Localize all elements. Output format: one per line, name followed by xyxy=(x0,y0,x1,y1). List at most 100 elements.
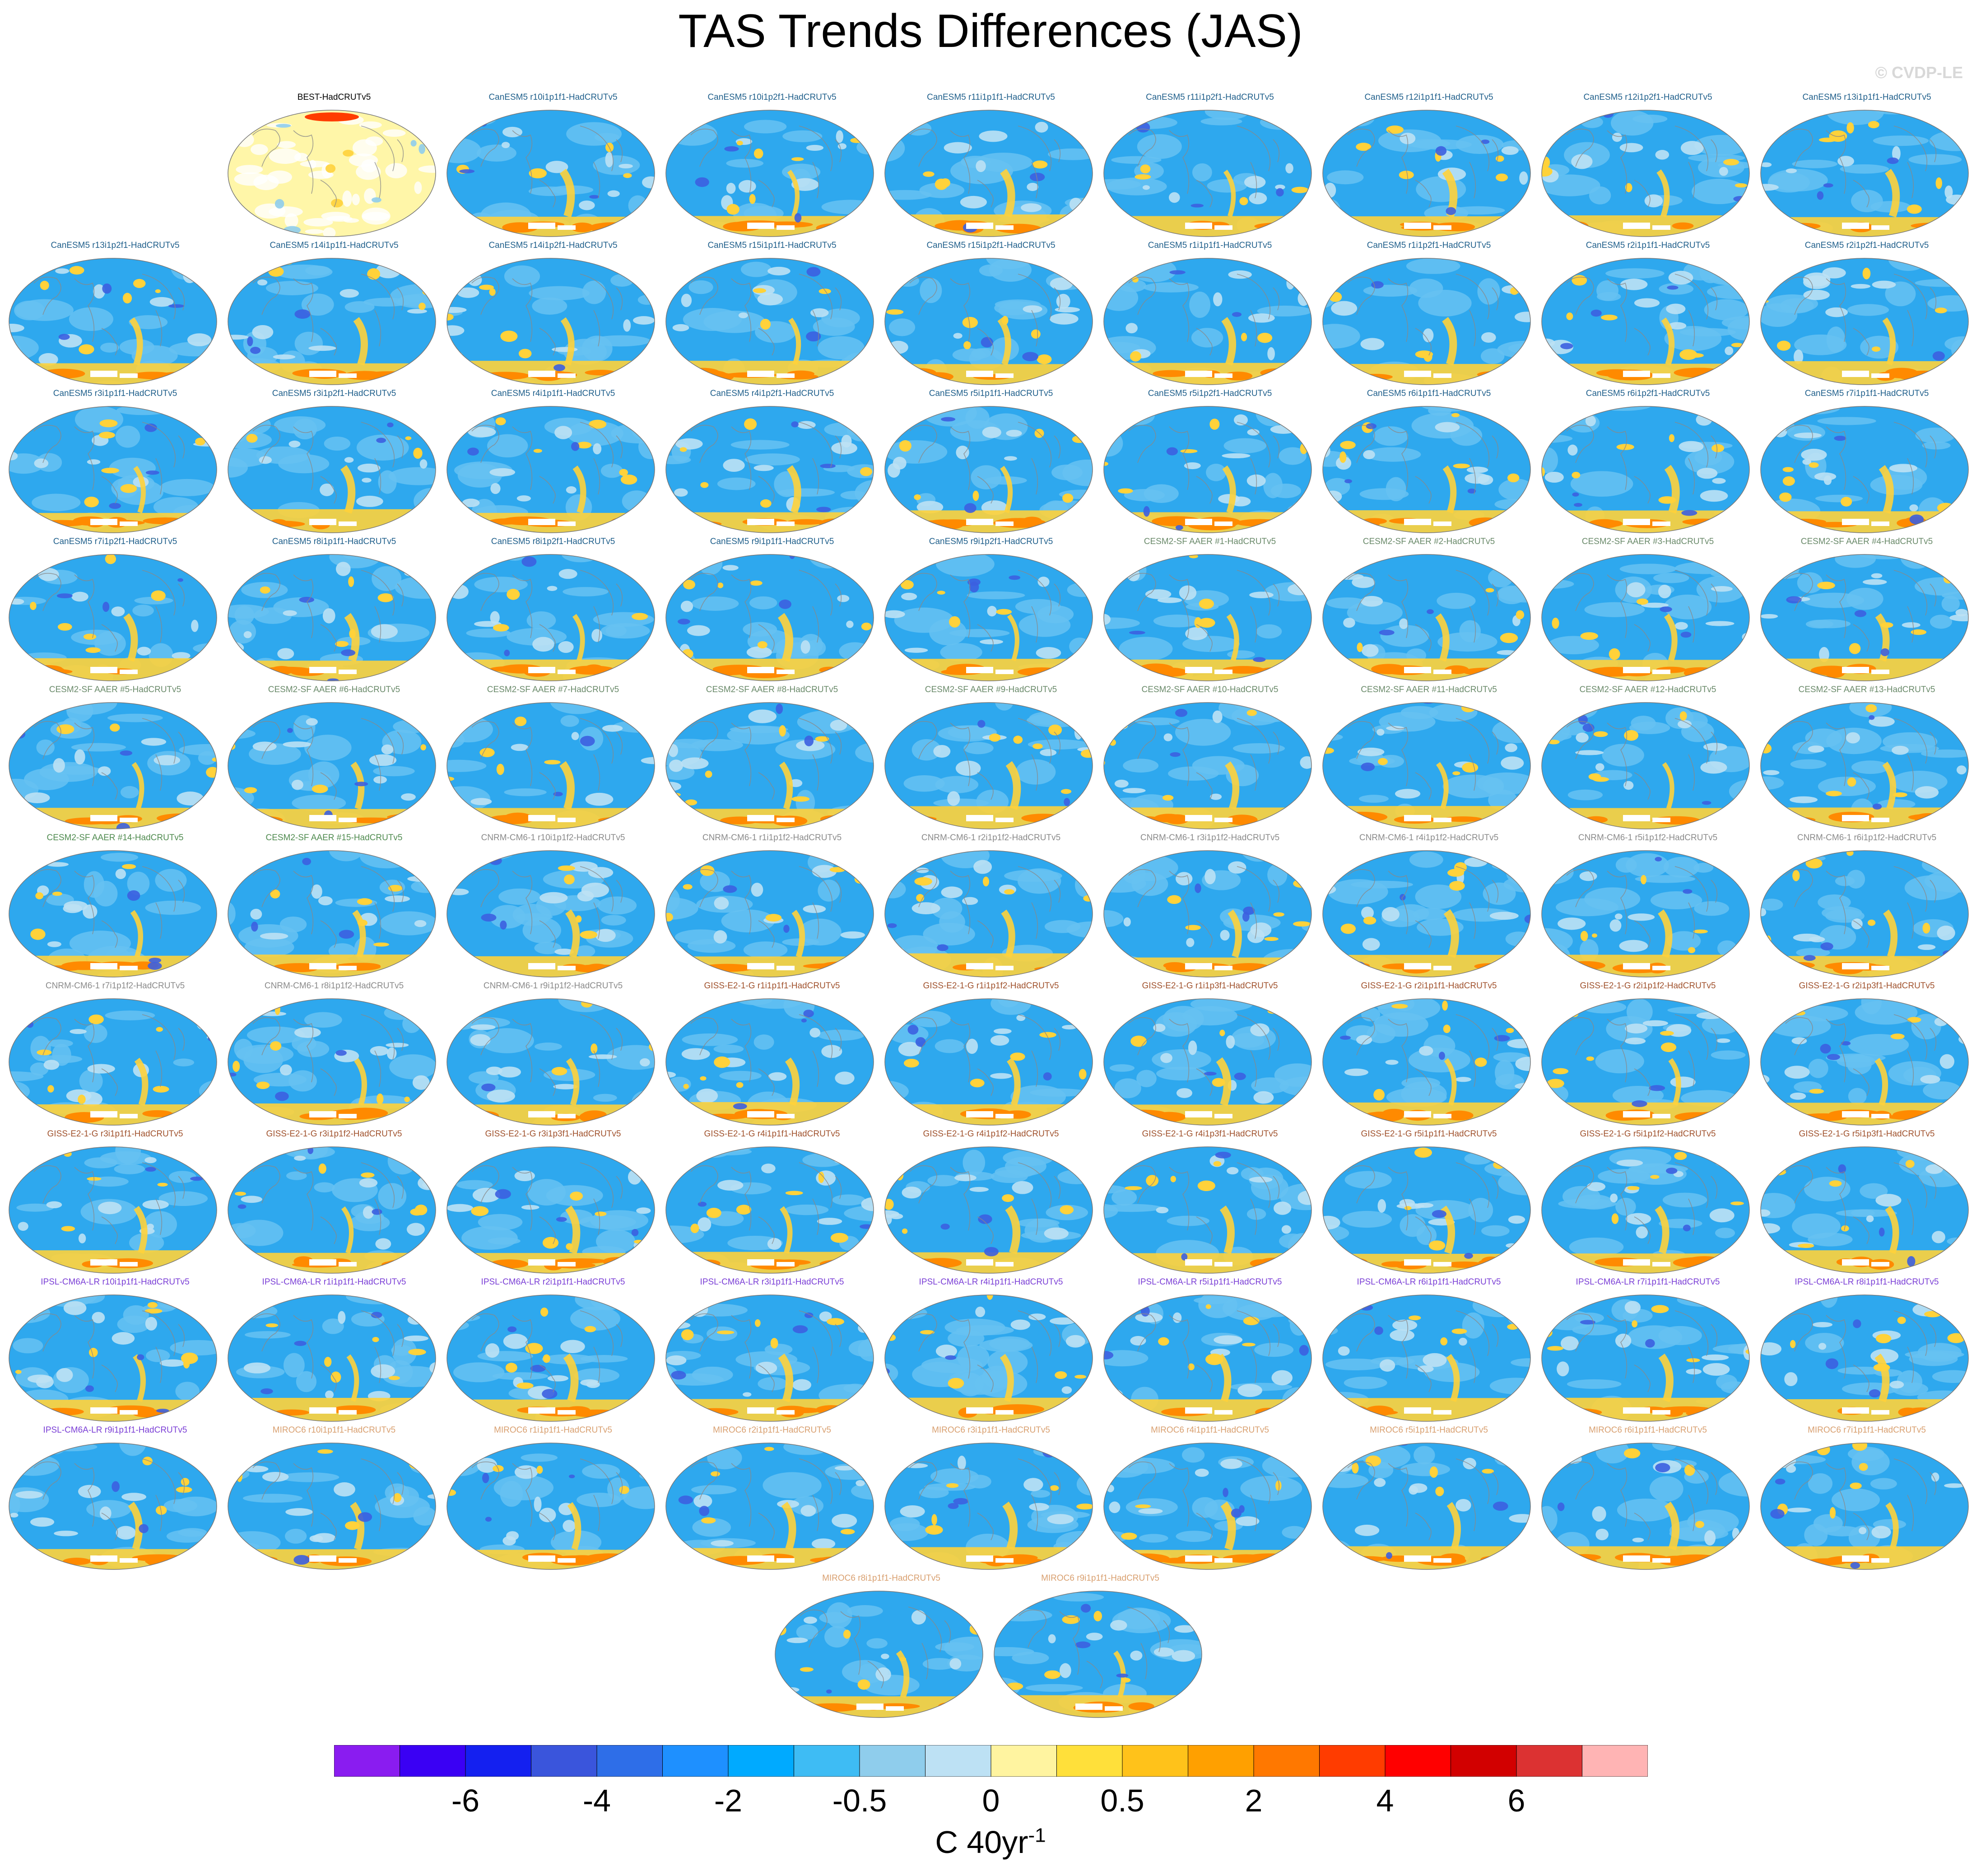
panel-label: CESM2-SF AAER #1-HadCRUTv5 xyxy=(1144,537,1276,546)
globe-map xyxy=(446,702,655,829)
panel-label: MIROC6 r7i1p1f1-HadCRUTv5 xyxy=(1808,1425,1926,1435)
globe-map xyxy=(1103,1146,1312,1274)
globe-map xyxy=(884,850,1093,978)
panel-label: CESM2-SF AAER #8-HadCRUTv5 xyxy=(706,685,838,694)
globe-map xyxy=(228,110,436,237)
globe-map xyxy=(1103,554,1312,681)
colorbar-units-exponent: -1 xyxy=(1028,1824,1046,1847)
globe-map xyxy=(9,998,217,1126)
panel-label: CanESM5 r13i1p1f1-HadCRUTv5 xyxy=(1802,93,1931,102)
globe-map xyxy=(9,258,217,385)
colorbar-tick-label: -4 xyxy=(582,1783,611,1818)
panel-label: IPSL-CM6A-LR r6i1p1f1-HadCRUTv5 xyxy=(1357,1277,1501,1287)
globe-map xyxy=(1103,1443,1312,1570)
colorbar-swatch xyxy=(794,1745,860,1777)
globe-map xyxy=(1103,406,1312,533)
globe-map xyxy=(1103,110,1312,237)
map-panel: GISS-E2-1-G r4i1p3f1-HadCRUTv5 xyxy=(1102,1129,1318,1278)
globe-map xyxy=(1541,258,1750,385)
map-panel: MIROC6 r9i1p1f1-HadCRUTv5 xyxy=(992,1573,1209,1722)
panel-label: MIROC6 r1i1p1f1-HadCRUTv5 xyxy=(494,1425,612,1435)
globe-map xyxy=(1541,998,1750,1126)
map-panel: GISS-E2-1-G r3i1p1f1-HadCRUTv5 xyxy=(7,1129,223,1278)
map-panel: IPSL-CM6A-LR r7i1p1f1-HadCRUTv5 xyxy=(1539,1277,1756,1426)
map-panel: CESM2-SF AAER #6-HadCRUTv5 xyxy=(226,685,442,834)
map-panel: CESM2-SF AAER #8-HadCRUTv5 xyxy=(664,685,880,834)
map-panel: CNRM-CM6-1 r1i1p1f2-HadCRUTv5 xyxy=(664,833,880,982)
map-panel: CESM2-SF AAER #15-HadCRUTv5 xyxy=(226,833,442,982)
globe-map xyxy=(1322,406,1531,533)
map-panel: MIROC6 r5i1p1f1-HadCRUTv5 xyxy=(1321,1425,1537,1574)
panel-label: CNRM-CM6-1 r1i1p1f2-HadCRUTv5 xyxy=(702,833,842,843)
colorbar-swatch xyxy=(1253,1745,1320,1777)
panel-label: CESM2-SF AAER #11-HadCRUTv5 xyxy=(1361,685,1497,694)
colorbar-swatch xyxy=(662,1745,729,1777)
panel-label: CanESM5 r7i1p2f1-HadCRUTv5 xyxy=(53,537,177,546)
map-panel: GISS-E2-1-G r3i1p1f2-HadCRUTv5 xyxy=(226,1129,442,1278)
map-panel: CanESM5 r3i1p1f1-HadCRUTv5 xyxy=(7,389,223,538)
colorbar-swatch xyxy=(1385,1745,1451,1777)
map-panel: MIROC6 r4i1p1f1-HadCRUTv5 xyxy=(1102,1425,1318,1574)
panel-label: CanESM5 r4i1p1f1-HadCRUTv5 xyxy=(491,389,615,398)
map-panel: CanESM5 r11i1p2f1-HadCRUTv5 xyxy=(1102,93,1318,242)
globe-map xyxy=(884,1146,1093,1274)
map-panel: CanESM5 r14i1p1f1-HadCRUTv5 xyxy=(226,241,442,390)
globe-map xyxy=(228,1146,436,1274)
globe-map xyxy=(9,554,217,681)
map-panel: CanESM5 r4i1p1f1-HadCRUTv5 xyxy=(445,389,661,538)
globe-map xyxy=(228,850,436,978)
panel-label: CanESM5 r15i1p1f1-HadCRUTv5 xyxy=(707,241,837,250)
colorbar-tick-label: 6 xyxy=(1507,1783,1525,1818)
panel-label: CanESM5 r1i1p1f1-HadCRUTv5 xyxy=(1148,241,1272,250)
panel-label: CNRM-CM6-1 r6i1p1f2-HadCRUTv5 xyxy=(1797,833,1937,843)
globe-map xyxy=(884,702,1093,829)
globe-map xyxy=(665,702,874,829)
map-panel: MIROC6 r2i1p1f1-HadCRUTv5 xyxy=(664,1425,880,1574)
map-panel: CanESM5 r13i1p2f1-HadCRUTv5 xyxy=(7,241,223,390)
map-panel: MIROC6 r6i1p1f1-HadCRUTv5 xyxy=(1539,1425,1756,1574)
panel-label: MIROC6 r3i1p1f1-HadCRUTv5 xyxy=(932,1425,1050,1435)
globe-map xyxy=(1541,406,1750,533)
panel-label: MIROC6 r6i1p1f1-HadCRUTv5 xyxy=(1589,1425,1707,1435)
panel-label: GISS-E2-1-G r1i1p1f2-HadCRUTv5 xyxy=(923,981,1059,991)
globe-map xyxy=(9,702,217,829)
globe-map xyxy=(446,1294,655,1422)
map-panel: CNRM-CM6-1 r4i1p1f2-HadCRUTv5 xyxy=(1321,833,1537,982)
globe-map xyxy=(665,1294,874,1422)
globe-map xyxy=(228,258,436,385)
map-panel: CESM2-SF AAER #1-HadCRUTv5 xyxy=(1102,537,1318,686)
map-panel: IPSL-CM6A-LR r4i1p1f1-HadCRUTv5 xyxy=(883,1277,1099,1426)
map-panel: CNRM-CM6-1 r2i1p1f2-HadCRUTv5 xyxy=(883,833,1099,982)
globe-map xyxy=(1760,998,1969,1126)
colorbar-swatch xyxy=(1451,1745,1517,1777)
globe-map xyxy=(665,406,874,533)
colorbar-swatch xyxy=(1582,1745,1648,1777)
panel-label: IPSL-CM6A-LR r4i1p1f1-HadCRUTv5 xyxy=(919,1277,1063,1287)
map-panel: GISS-E2-1-G r1i1p1f1-HadCRUTv5 xyxy=(664,981,880,1130)
panel-label: CESM2-SF AAER #2-HadCRUTv5 xyxy=(1363,537,1495,546)
map-panel: CanESM5 r6i1p2f1-HadCRUTv5 xyxy=(1539,389,1756,538)
map-panel: CanESM5 r1i1p1f1-HadCRUTv5 xyxy=(1102,241,1318,390)
map-panel: CanESM5 r6i1p1f1-HadCRUTv5 xyxy=(1321,389,1537,538)
globe-map xyxy=(994,1591,1202,1718)
panel-label: CanESM5 r6i1p1f1-HadCRUTv5 xyxy=(1367,389,1491,398)
panel-label: CanESM5 r15i1p2f1-HadCRUTv5 xyxy=(926,241,1056,250)
globe-map xyxy=(1322,554,1531,681)
colorbar-swatch xyxy=(1056,1745,1123,1777)
panel-label: GISS-E2-1-G r3i1p3f1-HadCRUTv5 xyxy=(485,1129,621,1139)
panel-label: CESM2-SF AAER #7-HadCRUTv5 xyxy=(487,685,619,694)
panel-label: IPSL-CM6A-LR r2i1p1f1-HadCRUTv5 xyxy=(481,1277,625,1287)
map-panel: GISS-E2-1-G r5i1p3f1-HadCRUTv5 xyxy=(1758,1129,1975,1278)
globe-map xyxy=(1541,110,1750,237)
globe-map xyxy=(775,1591,983,1718)
globe-map xyxy=(1541,1294,1750,1422)
panel-label: CESM2-SF AAER #13-HadCRUTv5 xyxy=(1798,685,1935,694)
map-panel: CanESM5 r10i1p2f1-HadCRUTv5 xyxy=(664,93,880,242)
panel-label: CNRM-CM6-1 r4i1p1f2-HadCRUTv5 xyxy=(1359,833,1499,843)
globe-map xyxy=(446,258,655,385)
colorbar-swatch xyxy=(925,1745,991,1777)
globe-map xyxy=(1103,998,1312,1126)
globe-map xyxy=(1103,258,1312,385)
colorbar-swatch xyxy=(596,1745,663,1777)
map-panel: CanESM5 r9i1p1f1-HadCRUTv5 xyxy=(664,537,880,686)
